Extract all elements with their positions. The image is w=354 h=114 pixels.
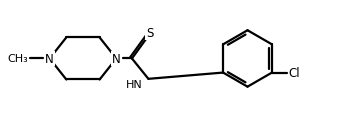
- Text: Cl: Cl: [289, 66, 300, 79]
- Text: HN: HN: [126, 80, 143, 89]
- Text: CH₃: CH₃: [7, 54, 28, 64]
- Text: S: S: [146, 26, 154, 39]
- Text: N: N: [45, 53, 54, 65]
- Text: N: N: [112, 53, 121, 65]
